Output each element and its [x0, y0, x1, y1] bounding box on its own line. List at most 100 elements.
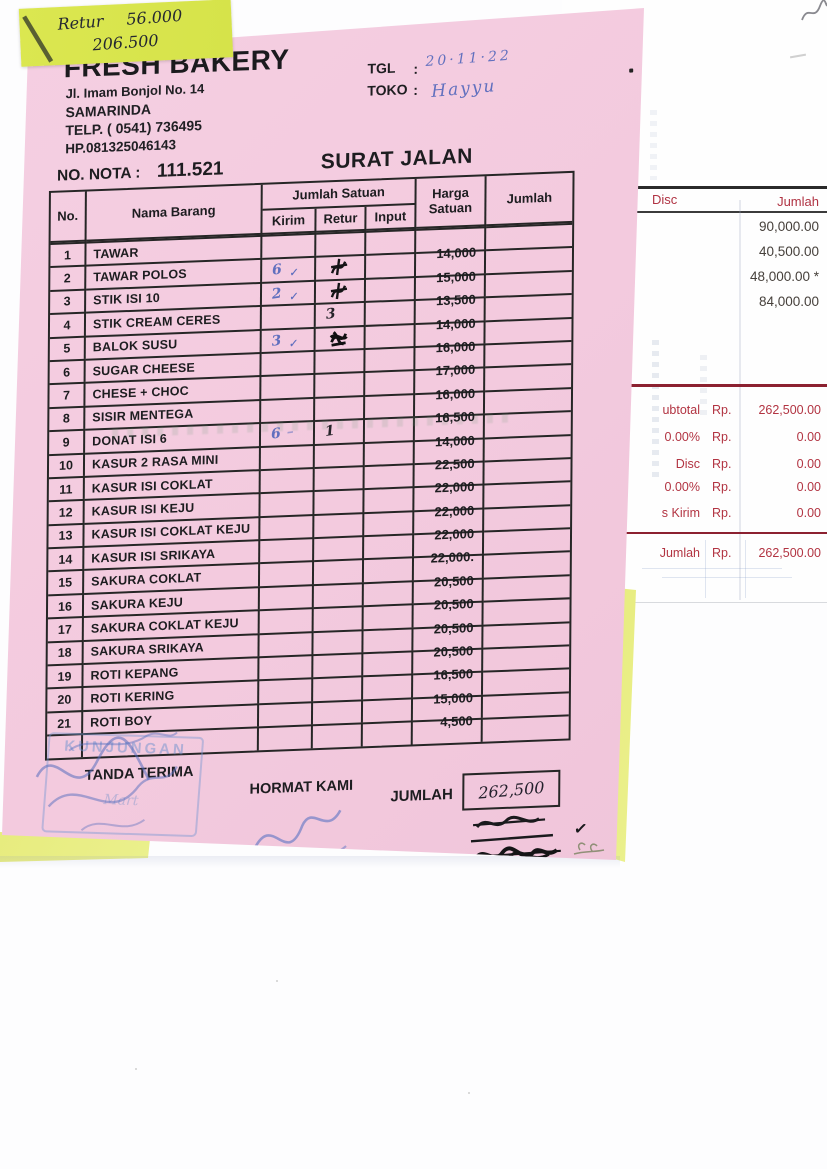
receipt-col-jumlah: Jumlah [777, 194, 819, 209]
cell-input [364, 533, 415, 559]
harga-value: 15,000 [436, 268, 476, 285]
receipt-col-disc: Disc [652, 192, 678, 207]
harga-value: 22,000 [434, 502, 475, 520]
table-row: 3 STIK ISI 10 2 ✓ 13,500 [50, 269, 572, 314]
paper-fold [739, 200, 741, 600]
harga-value: 22,500 [434, 455, 475, 473]
cell-input [363, 556, 415, 583]
note-content: FRESH BAKERY Jl. Imam Bonjol No. 14 SAMA… [14, 21, 634, 860]
paper-shadow [0, 856, 620, 868]
cell-retur [313, 605, 364, 631]
company-mobile: HP.081325046143 [65, 137, 177, 157]
harga-value: 16,000 [435, 385, 476, 403]
cell-input [365, 322, 416, 348]
col-no: No. [50, 191, 87, 243]
summary-value: 0.00 [796, 430, 821, 444]
retur-scribble [330, 282, 348, 299]
harga-value: 20,500 [433, 643, 474, 660]
cell-input [366, 252, 417, 278]
harga-value: 20,500 [434, 572, 474, 590]
cell-jumlah [485, 269, 572, 297]
nota-line: NO. NOTA : 111.521 [57, 158, 224, 186]
cell-no: 1 [50, 241, 87, 267]
table-row: 5 BALOK SUSU 3 ✓ 16,000 [49, 316, 572, 361]
tanda-terima-signature [35, 731, 178, 832]
cell-jumlah [483, 550, 570, 578]
cell-input [364, 439, 415, 465]
company-phone: TELP. ( 0541) 736495 [65, 117, 203, 139]
cell-no: 20 [47, 686, 84, 712]
summary-value: 0.00 [796, 506, 821, 520]
cell-no: 3 [50, 288, 87, 314]
cell-no: 13 [48, 522, 85, 548]
cell-no: 15 [48, 569, 85, 595]
cell-no: 2 [50, 265, 87, 290]
cell-no: 14 [48, 545, 85, 571]
cell-input [363, 603, 414, 629]
cell-input [362, 720, 413, 746]
harga-value: 14,000 [435, 315, 476, 332]
cell-no: 18 [47, 639, 84, 665]
hormat-kami-signature [249, 809, 347, 860]
cell-no: 19 [47, 663, 84, 688]
tgl-value-handwritten: 20·11·22 [425, 47, 512, 70]
cell-jumlah [483, 597, 570, 625]
kirim-handwritten: 6 ✓ [271, 261, 299, 280]
table-row: 2 TAWAR POLOS 6 ✓ 15,000 [50, 246, 573, 290]
cell-retur [313, 675, 364, 702]
cell-no: 4 [49, 311, 87, 337]
cell-input [364, 509, 415, 536]
col-harga-satuan: Harga Satuan [416, 176, 487, 229]
cell-jumlah [485, 246, 573, 274]
showthrough-mark [650, 110, 657, 180]
cell-jumlah [485, 316, 572, 344]
cell-jumlah [483, 527, 571, 555]
toko-label: TOKO [367, 81, 408, 99]
summary-label: 0.00% [664, 430, 700, 444]
cell-input [365, 275, 416, 302]
divider [562, 532, 827, 534]
cell-retur [314, 464, 365, 491]
tgl-label: TGL [367, 59, 396, 77]
cell-jumlah [484, 433, 571, 461]
cell-jumlah [484, 503, 571, 531]
cell-no: 8 [49, 405, 86, 431]
cell-kirim [260, 537, 315, 563]
cell-input [365, 369, 416, 395]
tgl-colon: : [413, 60, 419, 77]
harga-value: 22,000. [430, 549, 475, 567]
currency: Rp. [712, 506, 732, 520]
total-label: Jumlah [659, 546, 700, 560]
cell-kirim [261, 373, 316, 399]
cell-no: 17 [47, 616, 84, 642]
cell-retur [315, 347, 366, 374]
cell-input [365, 392, 416, 419]
cell-input [363, 580, 414, 606]
cell-kirim [261, 349, 316, 376]
cell-retur [315, 277, 367, 304]
cell-retur [316, 230, 367, 257]
scan-speck [468, 1092, 470, 1094]
items-table: No. Nama Barang Jumlah Satuan Harga Satu… [44, 170, 575, 761]
cell-kirim [258, 724, 313, 750]
cell-jumlah [484, 457, 571, 484]
cell-no: 12 [48, 499, 85, 524]
cell-no: 5 [49, 335, 86, 361]
cell-retur [312, 722, 363, 748]
nota-value: 111.521 [156, 158, 224, 182]
harga-value: 20,500 [433, 619, 474, 637]
harga-value: 20,500 [433, 596, 474, 613]
cell-no: 16 [47, 592, 85, 618]
cell-input [363, 673, 414, 700]
receipt-summary-row: 0.00% Rp. 0.00 [562, 430, 827, 450]
toko-colon: : [413, 81, 419, 98]
currency: Rp. [712, 546, 732, 560]
table-body: 1 TAWAR 14,000 2 TAWAR POLOS 6 ✓ 15,000 3 STIK I… [46, 222, 573, 759]
cell-kirim [260, 466, 315, 493]
cell-kirim [259, 654, 314, 680]
divider [562, 384, 827, 387]
pen-cc-mark [573, 842, 605, 855]
col-nama: Nama Barang [86, 184, 263, 242]
harga-value: 16,500 [435, 408, 475, 426]
cell-input [363, 650, 414, 676]
